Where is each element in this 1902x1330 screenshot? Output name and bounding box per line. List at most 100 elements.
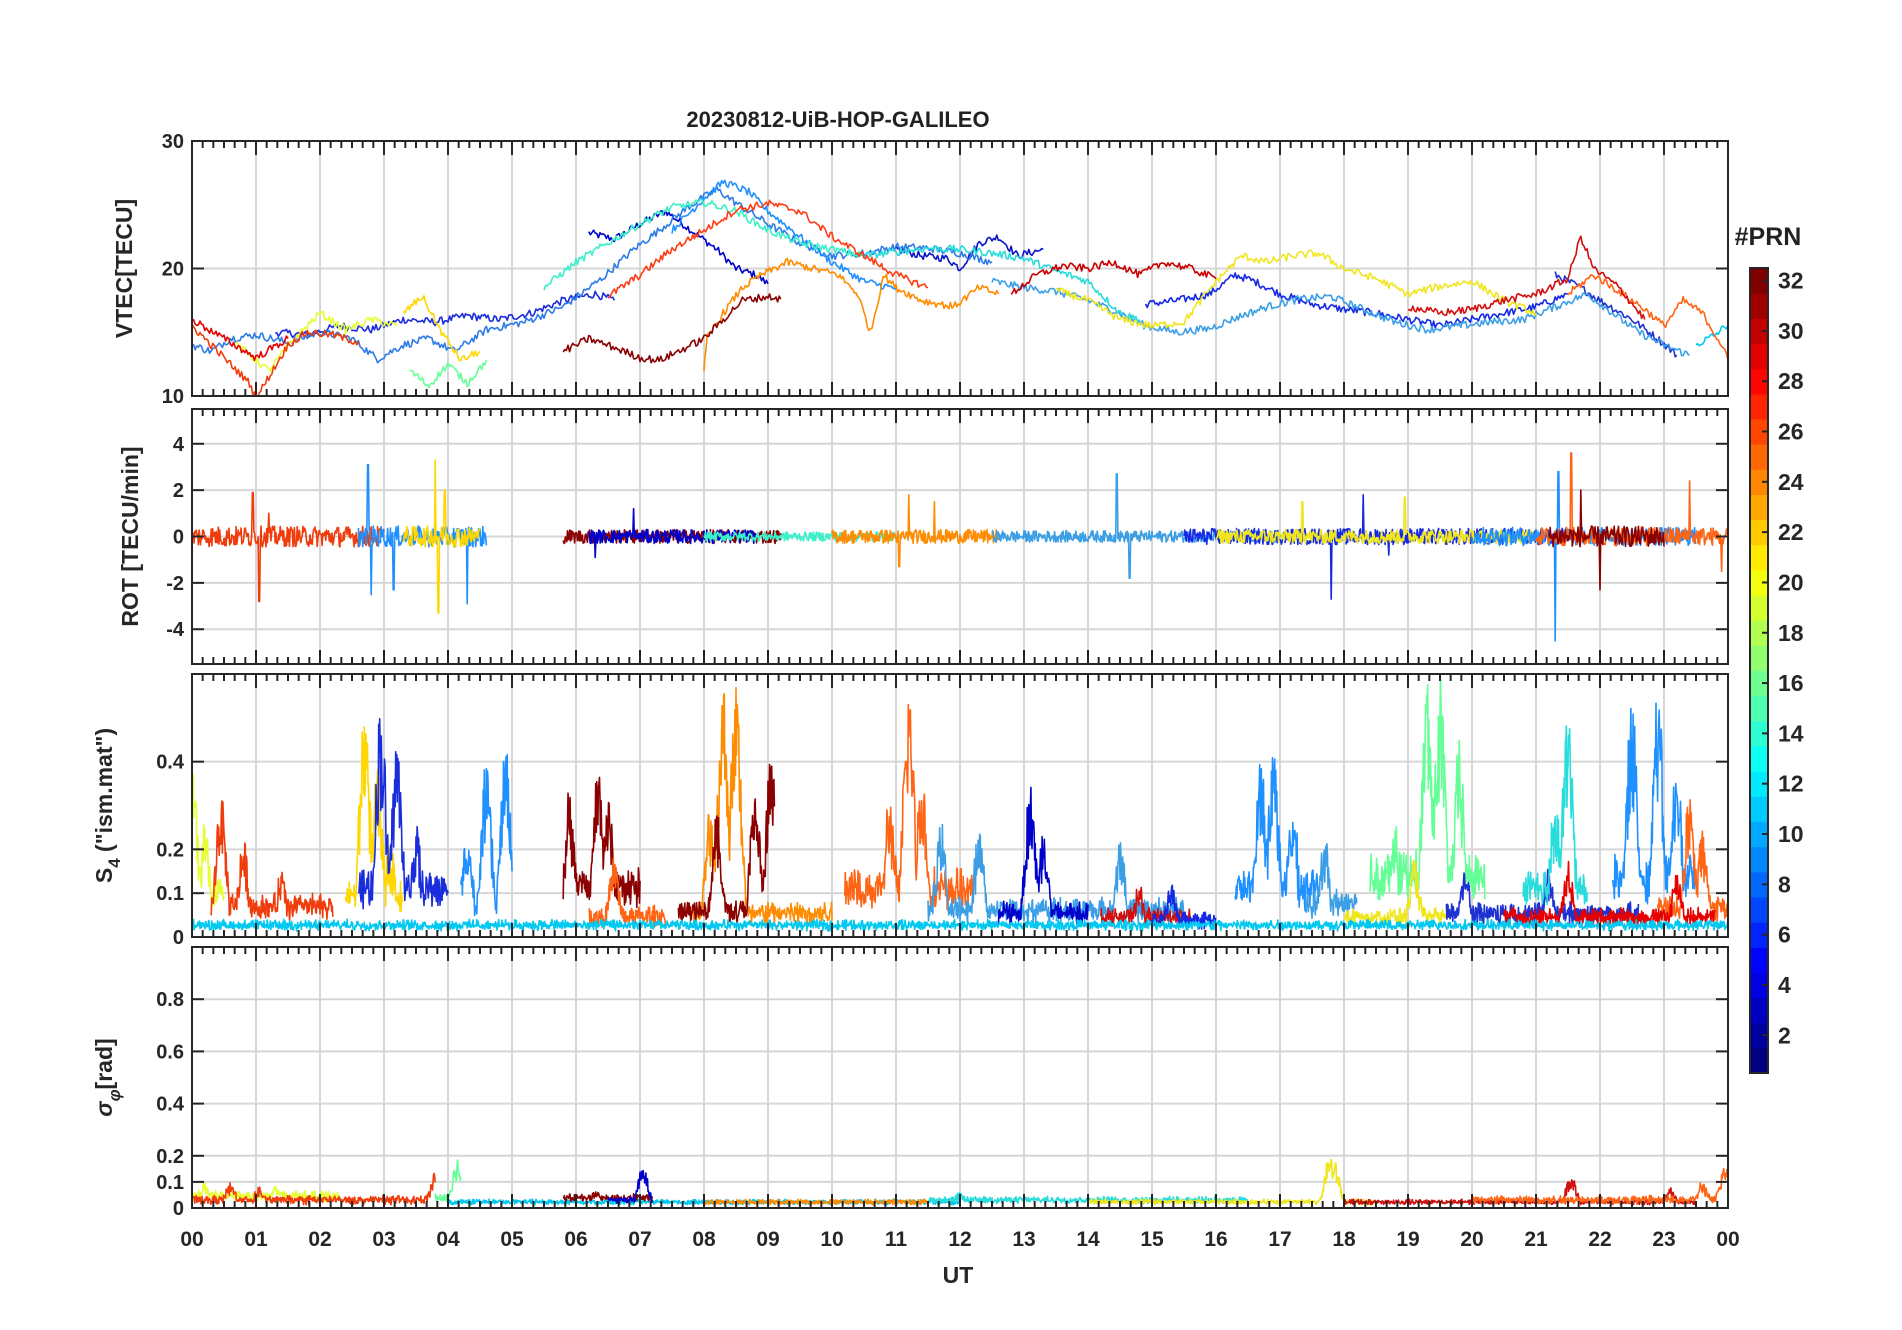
colorbar-tick-label: 20 [1778, 569, 1804, 595]
series-s4-prn-24 [690, 687, 833, 927]
series-rot-noise-band-prn-26 [192, 491, 385, 603]
x-tick-label: 11 [885, 1228, 908, 1251]
series-vtec-prn-11 [991, 277, 1690, 357]
y-tick-label: -2 [166, 573, 184, 595]
panel-sigma_phi: 0 0.1 0.2 0.4 0.6 0.8 σφ[rad] [91, 946, 1729, 1220]
series-sigma_phi-prn-19 [192, 1182, 340, 1203]
y-tick-label: 0.1 [156, 1172, 184, 1194]
series-s4-prn-32-morning- [677, 763, 776, 925]
series-vtec-prn-12 [1695, 324, 1728, 347]
panels-group: 10 20 30 VTEC[TECU] -4 -2 0 2 4 ROT [TECU/min] 0 0.… [91, 131, 1729, 1220]
figure-title: 20230812-UiB-HOP-GALILEO [686, 107, 989, 132]
colorbar-bin [1750, 469, 1768, 496]
series-vtec-prn-25 [1567, 274, 1728, 361]
x-tick-label: 06 [564, 1228, 587, 1251]
colorbar-bin [1750, 418, 1768, 445]
x-axis-labels: 00 01 02 03 04 05 06 07 08 09 10 11 12 13 14 15 16 17 18 19… [180, 1228, 1739, 1251]
x-tick-label: 13 [1012, 1228, 1035, 1251]
y-tick-label: -4 [166, 619, 185, 641]
series-s4-prn-2 [997, 786, 1089, 926]
colorbar-bin [1750, 871, 1768, 898]
series-vtec-prn-6 [1144, 272, 1569, 329]
x-axis-title: UT [943, 1262, 974, 1288]
series-s4-prn-11-evening- [1304, 843, 1358, 919]
series-vtec-prn-19 [236, 310, 398, 373]
colorbar-bin [1750, 720, 1768, 747]
y-tick-label: 0.2 [156, 1146, 184, 1168]
series-vtec-prn-21 [1055, 249, 1537, 329]
colorbar-tick-label: 12 [1778, 771, 1804, 797]
series-s4-prn-29 [1503, 860, 1716, 927]
series-rot-noise-band-prn-25 [1535, 452, 1728, 573]
series-rot-noise-band-prn-2 [588, 507, 756, 559]
colorbar-bin [1750, 268, 1768, 294]
series-s4-prn-4 [357, 717, 449, 910]
series-s4-prn-16 [1368, 676, 1486, 901]
series-s4-prn-10-late- [1612, 702, 1697, 905]
colorbar-tick-label: 14 [1778, 720, 1804, 746]
colorbar-tick-label: 22 [1778, 519, 1804, 545]
y-tick-label: 0.4 [156, 752, 185, 774]
colorbar-bin [1750, 293, 1768, 319]
x-tick-label: 22 [1588, 1228, 1611, 1251]
series-s4-prn-13 [1522, 725, 1588, 906]
series-s4-prn-27 [588, 857, 667, 929]
colorbar-bin [1750, 494, 1768, 521]
x-tick-label: 15 [1140, 1228, 1164, 1251]
colorbar-bin [1750, 745, 1768, 772]
x-tick-label: 07 [628, 1228, 651, 1251]
x-tick-label: 14 [1076, 1228, 1100, 1251]
series-sigma_phi-prn-2 [607, 1169, 654, 1205]
x-tick-label: 17 [1268, 1228, 1291, 1251]
colorbar-tick-label: 16 [1778, 670, 1804, 696]
colorbar-bin [1750, 393, 1768, 420]
colorbar-bin [1750, 1022, 1768, 1049]
x-tick-label: 10 [820, 1228, 843, 1251]
colorbar-bin [1750, 771, 1768, 797]
colorbar-bin [1750, 620, 1768, 646]
y-tick-label: 10 [162, 386, 184, 408]
series-sigma_phi-prn-26 [192, 1172, 436, 1206]
x-tick-label: 19 [1396, 1228, 1419, 1251]
colorbar-tick-label: 18 [1778, 620, 1804, 646]
series-s4-prn-32 [562, 776, 641, 909]
y-title-main: S [91, 868, 117, 883]
colorbar-bin [1750, 368, 1768, 395]
y-title-main: σ [91, 1101, 117, 1117]
y-tick-label: 0.4 [156, 1094, 185, 1116]
colorbar-tick-label: 8 [1778, 871, 1791, 897]
series-sigma_phi-prn-32 [562, 1191, 654, 1203]
series-vtec-prn-26 [192, 324, 360, 396]
colorbar-label: #PRN [1735, 223, 1802, 251]
y-axis-title-sigma_phi: σφ[rad] [91, 1038, 124, 1116]
y-tick-label: 30 [162, 131, 184, 153]
x-tick-label: 18 [1332, 1228, 1356, 1251]
series-s4-prn-9 [1234, 756, 1320, 912]
series-s4-prn-21 [1343, 859, 1448, 926]
colorbar-tick-label: 32 [1778, 268, 1804, 294]
x-tick-label: 00 [180, 1228, 203, 1251]
colorbar-tick-label: 2 [1778, 1022, 1791, 1048]
series-rot-noise-band-prn-24 [831, 494, 999, 568]
colorbar-bin [1750, 846, 1768, 873]
x-tick-label: 20 [1460, 1228, 1483, 1251]
series-s4-prn-6 [1151, 884, 1217, 930]
x-tick-label: 21 [1524, 1228, 1548, 1251]
series-vtec-prn-14 [543, 198, 865, 291]
series-vtec-prn-10 [671, 179, 897, 290]
series-s4-prn-20 [344, 725, 404, 912]
panel-rot: -4 -2 0 2 4 ROT [TECU/min] [117, 408, 1729, 665]
series-rot-noise-band-prn-10 [1471, 470, 1697, 642]
y-axis-title-s4: S4 ("ism.mat") [91, 728, 124, 883]
series-vtec-prn-16 [409, 360, 488, 389]
series-vtec-prn-7 [1554, 271, 1678, 358]
x-tick-label: 04 [436, 1228, 460, 1251]
panel-vtec: 10 20 30 VTEC[TECU] [111, 131, 1729, 408]
colorbar-bin [1750, 695, 1768, 722]
x-tick-label: 08 [692, 1228, 716, 1251]
y-tick-label: 4 [173, 434, 185, 456]
x-tick-label: 16 [1204, 1228, 1227, 1251]
colorbar-tick-label: 30 [1778, 318, 1804, 344]
